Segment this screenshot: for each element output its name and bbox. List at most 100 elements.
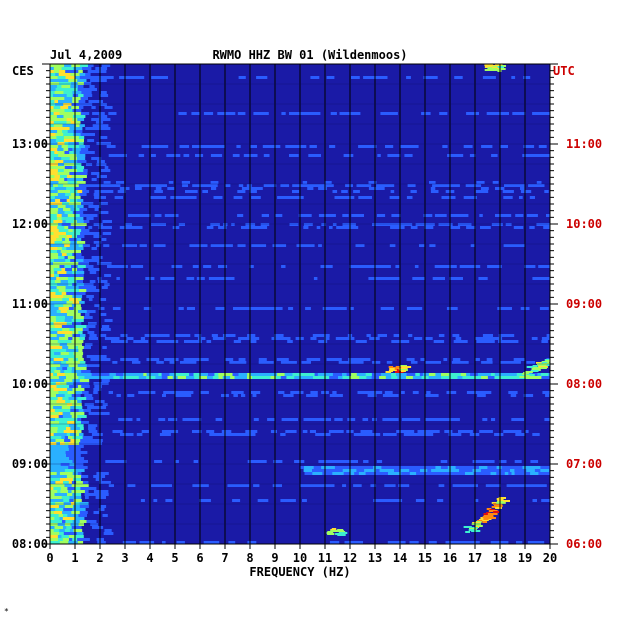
heatmap-cell	[306, 394, 314, 397]
heatmap-cell	[250, 433, 256, 436]
heatmap-cell	[449, 277, 457, 280]
heatmap-cell	[50, 277, 57, 280]
heatmap-cell	[531, 214, 538, 217]
heatmap-cell	[77, 418, 82, 421]
heatmap-cell	[66, 526, 73, 529]
heatmap-cell	[88, 100, 94, 103]
heatmap-cell	[304, 466, 308, 469]
heatmap-cell	[407, 433, 412, 436]
heatmap-cell	[369, 337, 376, 340]
heatmap-cell	[50, 397, 55, 400]
heatmap-cell	[54, 409, 64, 412]
heatmap-cell	[206, 430, 215, 433]
heatmap-cell	[219, 433, 225, 436]
heatmap-cell	[359, 376, 367, 379]
heatmap-cell	[425, 394, 430, 397]
heatmap-cell	[373, 499, 383, 502]
heatmap-cell	[100, 163, 107, 166]
heatmap-cell	[539, 277, 549, 280]
heatmap-cell	[246, 226, 253, 229]
heatmap-cell	[68, 481, 73, 484]
heatmap-cell	[378, 265, 383, 268]
heatmap-cell	[71, 136, 80, 139]
heatmap-cell	[143, 373, 148, 376]
heatmap-cell	[67, 163, 75, 166]
heatmap-cell	[75, 370, 82, 373]
heatmap-cell	[64, 370, 73, 373]
heatmap-cell	[314, 112, 321, 115]
heatmap-cell	[80, 382, 90, 385]
heatmap-cell	[70, 121, 76, 124]
heatmap-cell	[64, 166, 73, 169]
heatmap-cell	[63, 169, 73, 172]
heatmap-cell	[536, 223, 544, 226]
heatmap-cell	[104, 118, 111, 121]
heatmap-cell	[513, 484, 522, 487]
heatmap-cell	[71, 394, 81, 397]
heatmap-cell	[80, 97, 88, 100]
heatmap-cell	[57, 250, 62, 253]
heatmap-cell	[524, 265, 529, 268]
heatmap-cell	[50, 388, 55, 391]
heatmap-cell	[84, 403, 90, 406]
heatmap-cell	[177, 376, 187, 379]
heatmap-cell	[506, 469, 511, 472]
heatmap-cell	[336, 358, 342, 361]
heatmap-cell	[253, 418, 259, 421]
heatmap-cell	[324, 265, 333, 268]
heatmap-cell	[127, 214, 136, 217]
heatmap-cell	[383, 223, 392, 226]
heatmap-cell	[170, 214, 179, 217]
heatmap-cell	[104, 481, 111, 484]
heatmap-cell	[62, 298, 70, 301]
heatmap-cell	[212, 376, 219, 379]
heatmap-cell	[488, 469, 495, 472]
heatmap-cell	[63, 82, 72, 85]
heatmap-cell	[50, 187, 56, 190]
heatmap-cell	[305, 376, 314, 379]
heatmap-cell	[422, 472, 431, 475]
heatmap-cell	[206, 226, 214, 229]
heatmap-cell	[332, 472, 339, 475]
heatmap-cell	[88, 427, 96, 430]
heatmap-cell	[437, 418, 445, 421]
heatmap-cell	[53, 406, 63, 409]
heatmap-cell	[508, 244, 514, 247]
heatmap-cell	[59, 493, 68, 496]
heatmap-cell	[59, 472, 64, 475]
heatmap-cell	[101, 124, 109, 127]
heatmap-cell	[486, 517, 496, 519]
heatmap-cell	[105, 184, 112, 187]
heatmap-cell	[542, 391, 550, 394]
heatmap-cell	[209, 433, 217, 436]
heatmap-cell	[318, 184, 324, 187]
heatmap-cell	[154, 460, 163, 463]
heatmap-cell	[388, 433, 397, 436]
heatmap-cell	[64, 142, 69, 145]
heatmap-cell	[185, 196, 192, 199]
heatmap-cell	[59, 469, 66, 472]
heatmap-cell	[312, 394, 318, 397]
heatmap-cell	[63, 160, 71, 163]
heatmap-cell	[232, 499, 241, 502]
heatmap-cell	[546, 472, 550, 475]
heatmap-cell	[62, 241, 71, 244]
heatmap-cell	[323, 334, 330, 337]
heatmap-cell	[316, 226, 321, 229]
heatmap-cell	[480, 187, 489, 190]
heatmap-cell	[305, 244, 315, 247]
heatmap-cell	[489, 76, 496, 79]
heatmap-cell	[461, 484, 471, 487]
heatmap-cell	[222, 376, 231, 379]
heatmap-cell	[249, 145, 257, 148]
heatmap-cell	[50, 109, 60, 112]
heatmap-cell	[530, 370, 539, 372]
heatmap-cell	[230, 433, 240, 436]
heatmap-cell	[50, 319, 57, 322]
heatmap-cell	[72, 301, 80, 304]
chart-title: RWMO HHZ BW 01 (Wildenmoos)	[212, 48, 407, 62]
heatmap-cell	[375, 469, 381, 472]
heatmap-cell	[434, 472, 443, 475]
heatmap-cell	[77, 316, 85, 319]
heatmap-cell	[61, 145, 69, 148]
